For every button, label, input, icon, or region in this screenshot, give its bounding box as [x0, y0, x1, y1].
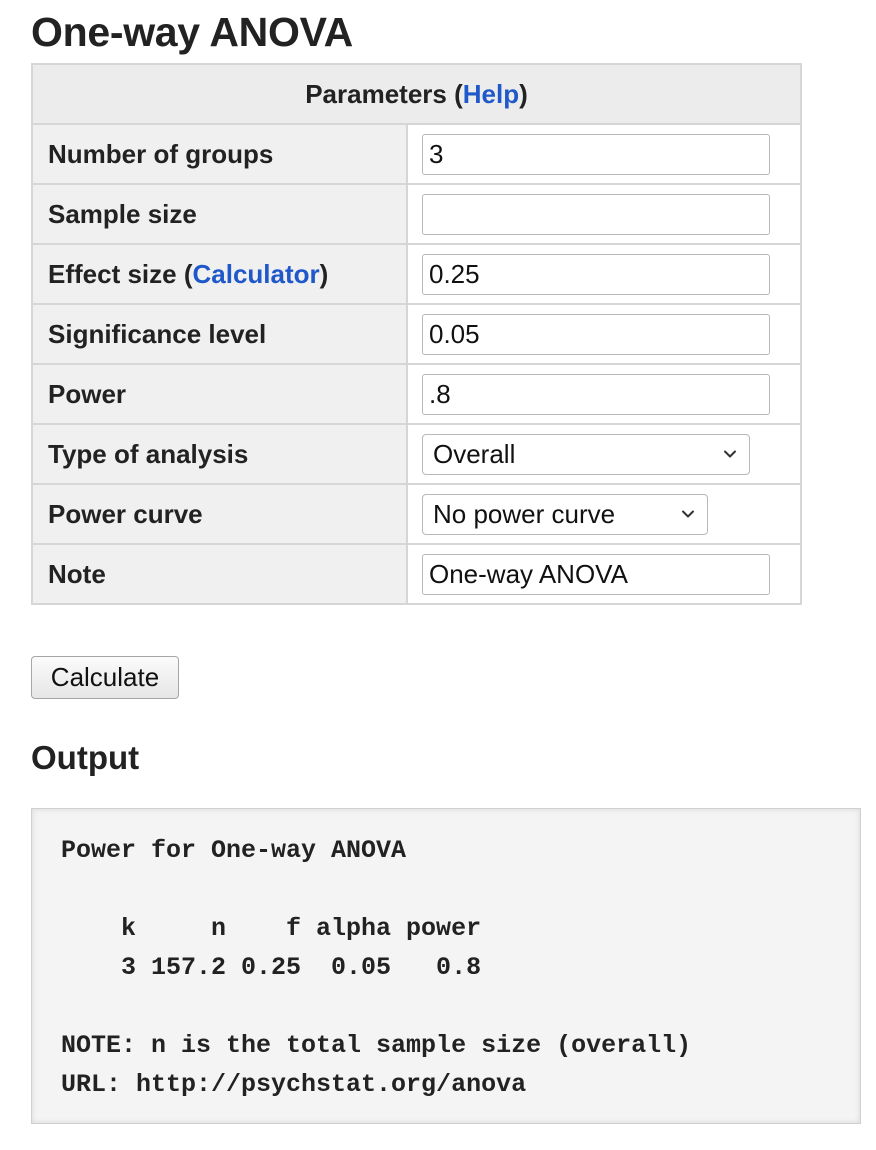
param-row-note: Note: [31, 543, 802, 605]
effect-size-label-prefix: Effect size (: [48, 258, 193, 289]
chevron-down-icon: [724, 450, 736, 458]
output-panel: Power for One-way ANOVA k n f alpha powe…: [31, 808, 861, 1124]
parameters-header-prefix: Parameters (: [305, 78, 463, 109]
effect-size-label: Effect size (Calculator): [31, 243, 408, 305]
chevron-down-icon: [682, 510, 694, 518]
power-curve-select[interactable]: No power curve: [422, 493, 708, 535]
sample-size-label: Sample size: [31, 183, 408, 245]
power-label: Power: [31, 363, 408, 425]
parameters-header: Parameters (Help): [31, 63, 802, 125]
number-of-groups-label: Number of groups: [31, 123, 408, 185]
type-of-analysis-selected: Overall: [433, 438, 516, 469]
param-row-sample-size: Sample size: [31, 183, 802, 245]
param-row-significance-level: Significance level: [31, 303, 802, 365]
help-link[interactable]: Help: [462, 78, 520, 109]
note-label: Note: [31, 543, 408, 605]
output-text: Power for One-way ANOVA k n f alpha powe…: [61, 836, 692, 1099]
effect-size-input[interactable]: [422, 253, 770, 295]
parameters-table: Parameters (Help) Number of groups Sampl…: [31, 63, 802, 605]
number-of-groups-input[interactable]: [422, 133, 770, 175]
param-row-power: Power: [31, 363, 802, 425]
note-input[interactable]: [422, 553, 770, 595]
param-row-power-curve: Power curve No power curve: [31, 483, 802, 545]
power-input[interactable]: [422, 373, 770, 415]
calculator-link[interactable]: Calculator: [192, 258, 320, 289]
parameters-header-suffix: ): [519, 78, 528, 109]
effect-size-label-suffix: ): [319, 258, 329, 289]
output-heading: Output: [31, 739, 140, 776]
significance-level-label: Significance level: [31, 303, 408, 365]
power-curve-label: Power curve: [31, 483, 408, 545]
page-title: One-way ANOVA: [31, 9, 353, 55]
power-curve-selected: No power curve: [433, 498, 616, 529]
param-row-type-of-analysis: Type of analysis Overall: [31, 423, 802, 485]
parameters-header-row: Parameters (Help): [31, 63, 802, 125]
type-of-analysis-select[interactable]: Overall: [422, 433, 750, 475]
calculate-button[interactable]: Calculate: [31, 656, 179, 699]
sample-size-input[interactable]: [422, 193, 770, 235]
param-row-number-of-groups: Number of groups: [31, 123, 802, 185]
significance-level-input[interactable]: [422, 313, 770, 355]
type-of-analysis-label: Type of analysis: [31, 423, 408, 485]
param-row-effect-size: Effect size (Calculator): [31, 243, 802, 305]
